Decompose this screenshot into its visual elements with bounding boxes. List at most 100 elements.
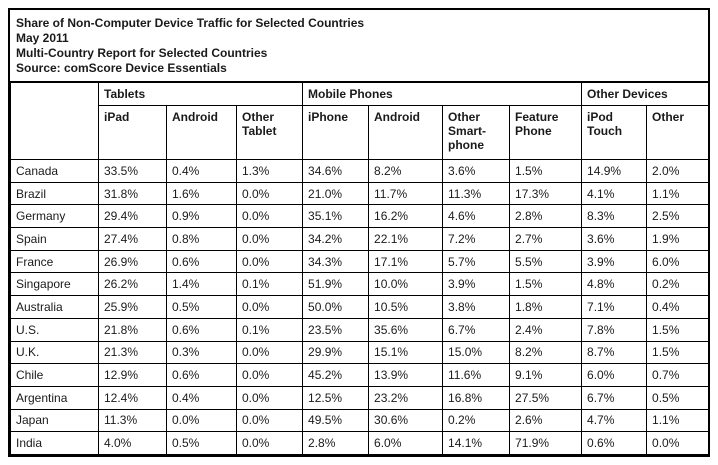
value-cell: 35.1% xyxy=(302,204,370,229)
value-cell: 8.7% xyxy=(581,340,648,365)
value-cell: 3.6% xyxy=(442,159,511,183)
value-cell: 4.6% xyxy=(442,204,511,229)
column-header-other-smartphone: Other Smart-phone xyxy=(442,105,511,160)
value-cell: 0.4% xyxy=(646,295,708,319)
value-cell: 23.2% xyxy=(368,385,444,410)
value-cell: 2.6% xyxy=(509,408,583,433)
table-head: Tablets Mobile Phones Other Devices iPad… xyxy=(10,82,708,160)
value-cell: 31.8% xyxy=(98,181,167,206)
value-cell: 11.3% xyxy=(442,181,511,206)
table-row: Chile 12.9% 0.6% 0.0% 45.2% 13.9% 11.6% 9.1% 6.0… xyxy=(10,363,708,387)
value-cell: 5.5% xyxy=(509,249,583,274)
value-cell: 10.0% xyxy=(368,272,444,297)
value-cell: 12.5% xyxy=(302,385,370,410)
value-cell: 23.5% xyxy=(302,317,370,342)
value-cell: 14.9% xyxy=(581,159,648,183)
column-header-ipod-touch: iPod Touch xyxy=(581,105,648,160)
group-header-other-devices: Other Devices xyxy=(581,82,708,106)
value-cell: 2.0% xyxy=(646,159,708,183)
value-cell: 0.8% xyxy=(166,227,237,251)
column-header-other-device: Other xyxy=(646,105,708,160)
report-title: Share of Non-Computer Device Traffic for… xyxy=(16,16,365,30)
value-cell: 17.3% xyxy=(509,181,583,206)
group-header-row: Tablets Mobile Phones Other Devices xyxy=(10,82,708,160)
country-cell: India xyxy=(10,431,99,455)
value-cell: 1.9% xyxy=(646,227,708,251)
value-cell: 0.1% xyxy=(235,317,304,342)
value-cell: 16.8% xyxy=(442,385,511,410)
value-cell: 0.0% xyxy=(235,431,304,455)
value-cell: 4.8% xyxy=(581,272,648,297)
value-cell: 2.8% xyxy=(509,204,583,229)
value-cell: 7.1% xyxy=(581,295,648,319)
report-subtitle: Multi-Country Report for Selected Countr… xyxy=(16,46,268,60)
column-header-ipad: iPad xyxy=(98,105,167,160)
value-cell: 6.0% xyxy=(646,249,708,274)
table-row: Singapore 26.2% 1.4% 0.1% 51.9% 10.0% 3.9% 1.5%… xyxy=(10,272,708,297)
value-cell: 4.1% xyxy=(581,181,648,206)
value-cell: 6.0% xyxy=(368,431,444,455)
value-cell: 1.5% xyxy=(646,340,708,365)
table-row: Germany 29.4% 0.9% 0.0% 35.1% 16.2% 4.6% 2.8% 8.… xyxy=(10,204,708,229)
value-cell: 34.6% xyxy=(302,159,370,183)
value-cell: 15.0% xyxy=(442,340,511,365)
country-cell: Spain xyxy=(10,227,99,251)
group-header-mobile-phones: Mobile Phones xyxy=(302,82,583,106)
value-cell: 1.6% xyxy=(166,181,237,206)
value-cell: 16.2% xyxy=(368,204,444,229)
value-cell: 0.0% xyxy=(235,295,304,319)
value-cell: 12.4% xyxy=(98,385,167,410)
value-cell: 17.1% xyxy=(368,249,444,274)
value-cell: 0.2% xyxy=(442,408,511,433)
value-cell: 0.0% xyxy=(166,408,237,433)
value-cell: 7.8% xyxy=(581,317,648,342)
value-cell: 11.3% xyxy=(98,408,167,433)
table-row: Japan 11.3% 0.0% 0.0% 49.5% 30.6% 0.2% 2.6% 4.7%… xyxy=(10,408,708,433)
value-cell: 0.2% xyxy=(646,272,708,297)
value-cell: 0.5% xyxy=(646,385,708,410)
column-header-feature-phone: Feature Phone xyxy=(509,105,583,160)
country-cell: Australia xyxy=(10,295,99,319)
country-column-header xyxy=(10,82,99,160)
value-cell: 51.9% xyxy=(302,272,370,297)
value-cell: 2.8% xyxy=(302,431,370,455)
column-header-android-phone: Android xyxy=(368,105,444,160)
table-row: Australia 25.9% 0.5% 0.0% 50.0% 10.5% 3.8% 1.8%… xyxy=(10,295,708,319)
value-cell: 50.0% xyxy=(302,295,370,319)
value-cell: 3.9% xyxy=(442,272,511,297)
value-cell: 21.8% xyxy=(98,317,167,342)
value-cell: 0.6% xyxy=(166,317,237,342)
value-cell: 49.5% xyxy=(302,408,370,433)
column-header-other-tablet: Other Tablet xyxy=(235,105,304,160)
table-row: Canada 33.5% 0.4% 1.3% 34.6% 8.2% 3.6% 1.5% 14.9… xyxy=(10,159,708,183)
value-cell: 4.0% xyxy=(98,431,167,455)
value-cell: 0.6% xyxy=(166,249,237,274)
value-cell: 0.0% xyxy=(235,249,304,274)
table-row: U.K. 21.3% 0.3% 0.0% 29.9% 15.1% 15.0% 8.2% 8.7%… xyxy=(10,340,708,365)
country-cell: Singapore xyxy=(10,272,99,297)
value-cell: 2.7% xyxy=(509,227,583,251)
value-cell: 2.5% xyxy=(646,204,708,229)
country-cell: Argentina xyxy=(10,385,99,410)
value-cell: 3.8% xyxy=(442,295,511,319)
value-cell: 15.1% xyxy=(368,340,444,365)
value-cell: 6.7% xyxy=(442,317,511,342)
value-cell: 1.4% xyxy=(166,272,237,297)
value-cell: 22.1% xyxy=(368,227,444,251)
column-header-android-tablet: Android xyxy=(166,105,237,160)
table-body: Canada 33.5% 0.4% 1.3% 34.6% 8.2% 3.6% 1.5% 14.9… xyxy=(10,159,708,455)
value-cell: 11.6% xyxy=(442,363,511,387)
table-row: India 4.0% 0.5% 0.0% 2.8% 6.0% 14.1% 71.9% 0.6% 0… xyxy=(10,431,708,455)
value-cell: 8.2% xyxy=(368,159,444,183)
value-cell: 0.1% xyxy=(235,272,304,297)
value-cell: 0.0% xyxy=(235,227,304,251)
value-cell: 9.1% xyxy=(509,363,583,387)
value-cell: 1.5% xyxy=(509,159,583,183)
value-cell: 29.4% xyxy=(98,204,167,229)
value-cell: 8.3% xyxy=(581,204,648,229)
table-row: Argentina 12.4% 0.4% 0.0% 12.5% 23.2% 16.8% 27.… xyxy=(10,385,708,410)
value-cell: 26.9% xyxy=(98,249,167,274)
column-header-iphone: iPhone xyxy=(302,105,370,160)
country-cell: U.S. xyxy=(10,317,99,342)
